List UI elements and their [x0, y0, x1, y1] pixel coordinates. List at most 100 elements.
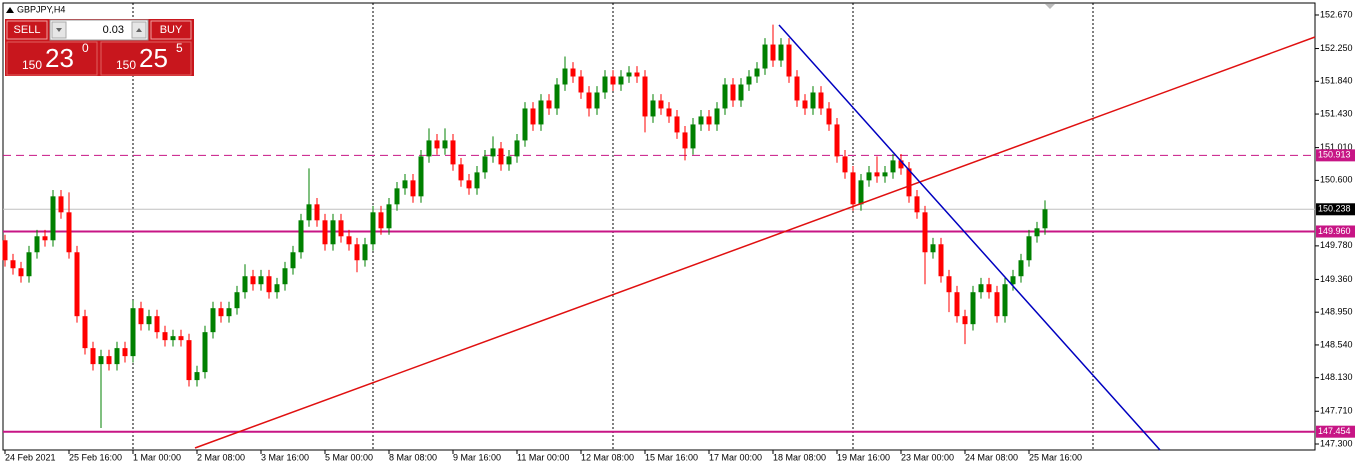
- lot-box[interactable]: [49, 19, 149, 41]
- candle-body: [426, 140, 432, 157]
- candle-body: [338, 220, 344, 237]
- x-tick-label: 25 Feb 16:00: [69, 452, 122, 462]
- candle-body: [178, 336, 184, 341]
- sell-price-box[interactable]: [6, 41, 98, 76]
- candle-body: [602, 76, 608, 93]
- candle-body: [490, 148, 496, 157]
- y-tick-label: 147.710: [1320, 406, 1353, 416]
- candle-body: [194, 372, 200, 381]
- y-tick-label: 148.950: [1320, 307, 1353, 317]
- candle-body: [578, 76, 584, 93]
- candle-body: [546, 100, 552, 109]
- candles: [2, 24, 1048, 429]
- candle-body: [1018, 260, 1024, 277]
- candle-body: [722, 84, 728, 109]
- level-tag: [1316, 149, 1355, 162]
- trend-line: [194, 36, 1316, 449]
- y-tick-label: 147.300: [1320, 438, 1353, 448]
- candle-body: [186, 340, 192, 381]
- candle-body: [410, 180, 416, 197]
- x-tick-label: 19 Mar 16:00: [837, 452, 890, 462]
- x-tick-label: 2 Mar 08:00: [197, 452, 245, 462]
- plot-frame: [2, 2, 1316, 451]
- x-tick-label: 8 Mar 08:00: [389, 452, 437, 462]
- candle-body: [314, 204, 320, 221]
- candle-body: [18, 268, 24, 277]
- candle-body: [874, 172, 880, 177]
- y-tick-label: 151.430: [1320, 108, 1353, 118]
- buy-button[interactable]: [150, 20, 192, 40]
- candle-body: [594, 92, 600, 109]
- sell-label: SELL: [14, 24, 41, 36]
- x-tick-label: 12 Mar 08:00: [581, 452, 634, 462]
- y-tick-label: 148.130: [1320, 372, 1353, 382]
- candle-body: [706, 116, 712, 125]
- candle-body: [114, 348, 120, 365]
- candle-body: [738, 84, 744, 101]
- y-tick-label: 151.840: [1320, 76, 1353, 86]
- candle-body: [818, 92, 824, 109]
- y-tick-label: 148.540: [1320, 339, 1353, 349]
- candle-body: [938, 244, 944, 277]
- candle-body: [826, 108, 832, 125]
- candle-body: [994, 292, 1000, 317]
- candle-body: [258, 276, 264, 285]
- candle-body: [274, 284, 280, 293]
- candle-body: [474, 172, 480, 189]
- candle-body: [1026, 236, 1032, 261]
- candle-body: [82, 316, 88, 349]
- candle-body: [138, 308, 144, 325]
- candle-body: [634, 72, 640, 77]
- candle-body: [882, 172, 888, 177]
- candle-body: [298, 220, 304, 253]
- sell-price-frac: 0: [82, 41, 89, 55]
- candle-body: [514, 140, 520, 157]
- candle-body: [1010, 276, 1016, 285]
- candle-body: [106, 356, 112, 365]
- y-tick-label: 152.250: [1320, 43, 1353, 53]
- sell-button[interactable]: [6, 20, 48, 40]
- x-tick-label: 18 Mar 08:00: [773, 452, 826, 462]
- candle-body: [170, 336, 176, 341]
- buy-price-box[interactable]: [100, 41, 192, 76]
- candle-body: [290, 252, 296, 269]
- candle-body: [458, 164, 464, 181]
- candle-body: [522, 108, 528, 141]
- level-label: 147.454: [1318, 426, 1351, 436]
- candle-body: [954, 292, 960, 317]
- candle-body: [890, 160, 896, 173]
- candle-body: [42, 236, 48, 241]
- candle-body: [466, 180, 472, 189]
- candle-body: [642, 76, 648, 117]
- candle-body: [794, 76, 800, 101]
- candle-body: [586, 92, 592, 109]
- candle-body: [778, 44, 784, 61]
- candle-body: [986, 284, 992, 293]
- candle-body: [914, 196, 920, 213]
- candle-body: [306, 204, 312, 221]
- axes: 152.670 152.250 151.840 151.430 151.010 150.6…: [4, 9, 1355, 462]
- candle-body: [234, 292, 240, 309]
- x-tick-label: 24 Feb 2021: [5, 452, 56, 462]
- candle-body: [834, 124, 840, 157]
- candle-body: [682, 132, 688, 149]
- x-tick-label: 23 Mar 00:00: [901, 452, 954, 462]
- x-tick-label: 1 Mar 00:00: [133, 452, 181, 462]
- candle-body: [378, 212, 384, 229]
- candle-body: [346, 236, 352, 245]
- candle-body: [770, 44, 776, 61]
- candle-body: [98, 356, 104, 365]
- candle-body: [714, 108, 720, 125]
- candle-body: [74, 252, 80, 317]
- candle-body: [666, 108, 672, 117]
- candle-body: [50, 196, 56, 241]
- candle-body: [282, 268, 288, 285]
- level-tag: [1316, 203, 1355, 216]
- candle-body: [10, 260, 16, 269]
- candle-body: [442, 140, 448, 149]
- buy-price-frac: 5: [176, 41, 183, 55]
- level-label: 149.960: [1318, 226, 1351, 236]
- candle-body: [1034, 228, 1040, 237]
- buy-price-lead: 150: [116, 58, 136, 72]
